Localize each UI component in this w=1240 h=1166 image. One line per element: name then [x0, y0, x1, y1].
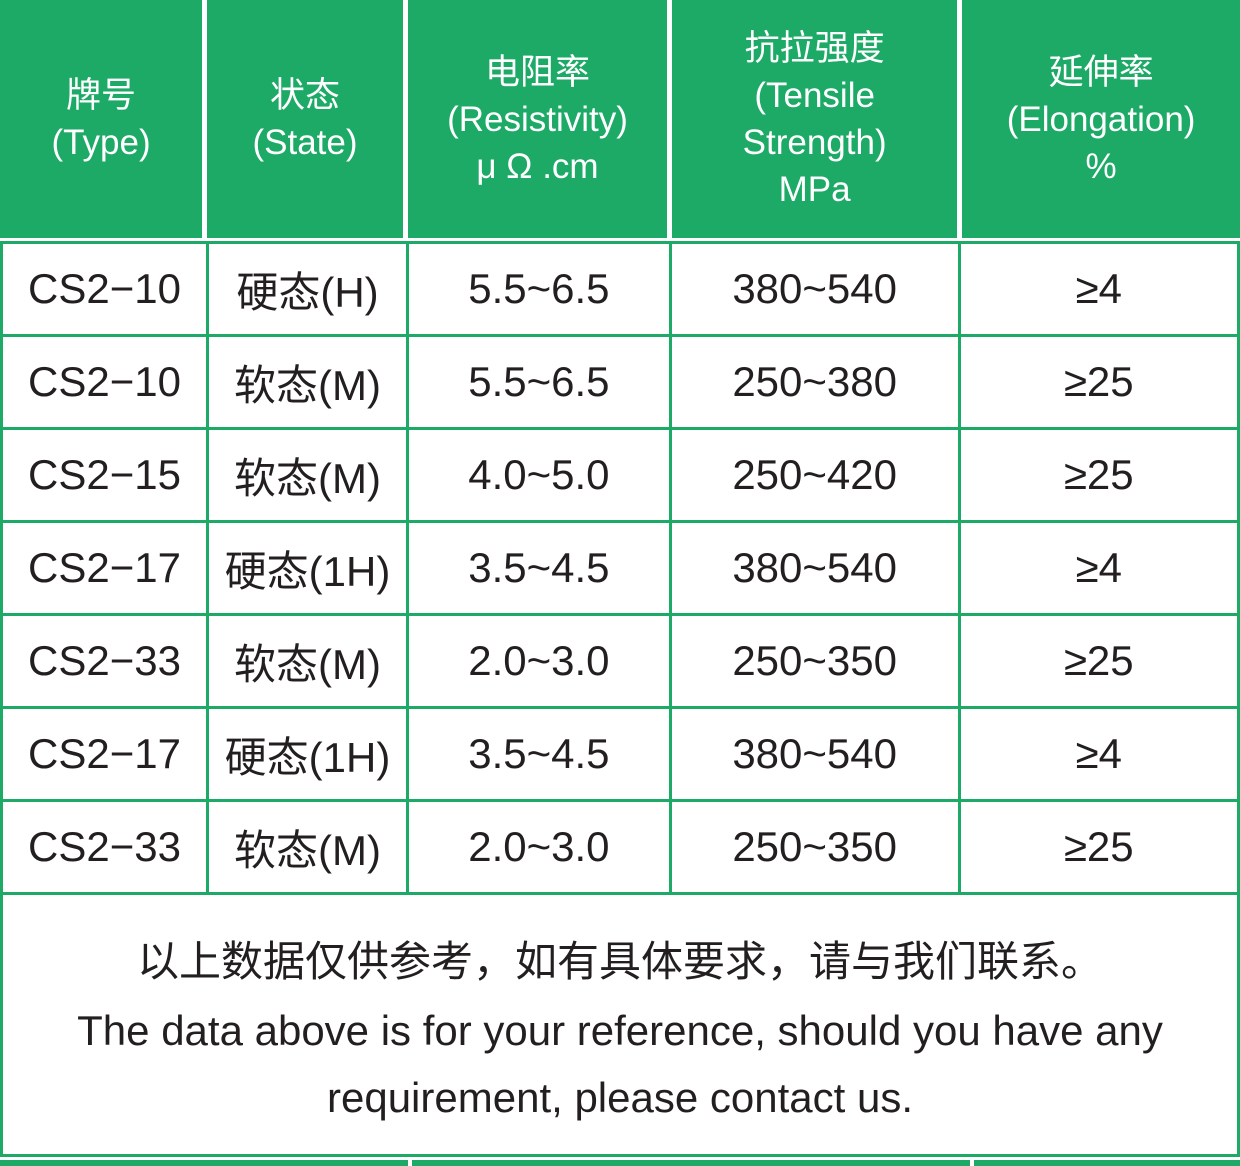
cell-resistivity: 2.0~3.0	[408, 616, 672, 709]
cell-resistivity: 3.5~4.5	[408, 523, 672, 616]
strip-gap	[408, 1160, 412, 1166]
strip-gap	[970, 1160, 974, 1166]
header-line: (Type)	[51, 123, 151, 162]
header-line: (Resistivity)	[447, 99, 628, 139]
next-table-header-strip	[0, 1160, 1240, 1166]
cell-tensile-strength: 250~380	[671, 337, 961, 430]
header-line: (Tensile	[754, 76, 875, 115]
cell-elongation: ≥25	[960, 802, 1237, 895]
header-cell-state: 状态 (State)	[207, 0, 408, 238]
cell-tensile-strength: 250~420	[671, 430, 961, 523]
cell-state: 硬态(1H)	[209, 709, 409, 802]
header-cell-elongation: 延伸率 (Elongation) %	[962, 0, 1240, 238]
cell-resistivity: 3.5~4.5	[408, 709, 672, 802]
table-header-row: 牌号 (Type) 状态 (State) 电阻率 (Resistivity) μ…	[0, 0, 1240, 238]
cell-state: 软态(M)	[209, 337, 409, 430]
table-row: CS2−33 软态(M) 2.0~3.0 250~350 ≥25	[3, 616, 1237, 709]
strip-segment	[974, 1160, 1240, 1166]
cell-elongation: ≥4	[960, 244, 1237, 337]
cell-tensile-strength: 380~540	[671, 709, 961, 802]
header-line: MPa	[778, 170, 851, 209]
header-line: 电阻率	[485, 52, 591, 92]
cell-tensile-strength: 380~540	[671, 523, 961, 616]
footnote-english-line-2: requirement, please contact us.	[327, 1073, 913, 1121]
cell-type: CS2−33	[3, 802, 210, 895]
header-line: μ Ω .cm	[476, 146, 599, 186]
strip-segment	[412, 1160, 970, 1166]
header-cell-type: 牌号 (Type)	[0, 0, 208, 238]
cell-resistivity: 5.5~6.5	[408, 337, 672, 430]
header-line: %	[1085, 146, 1117, 186]
table-row: CS2−10 硬态(H) 5.5~6.5 380~540 ≥4	[3, 244, 1237, 337]
header-cell-tensile-strength: 抗拉强度 (Tensile Strength) MPa	[672, 0, 963, 238]
header-line: 牌号	[66, 76, 137, 115]
cell-type: CS2−33	[3, 616, 210, 709]
footnote-cell: 以上数据仅供参考，如有具体要求，请与我们联系。 The data above i…	[3, 895, 1237, 1154]
cell-type: CS2−10	[3, 337, 210, 430]
cell-type: CS2−15	[3, 430, 210, 523]
cell-elongation: ≥4	[960, 523, 1237, 616]
cell-elongation: ≥25	[960, 430, 1237, 523]
cell-state: 软态(M)	[209, 802, 409, 895]
cell-state: 软态(M)	[209, 430, 409, 523]
footnote-english-line-1: The data above is for your reference, sh…	[77, 1007, 1163, 1054]
cell-resistivity: 5.5~6.5	[408, 244, 672, 337]
header-line: (State)	[252, 123, 358, 162]
footnote-chinese: 以上数据仅供参考，如有具体要求，请与我们联系。	[136, 937, 1103, 985]
cell-tensile-strength: 250~350	[671, 616, 961, 709]
table-row: CS2−33 软态(M) 2.0~3.0 250~350 ≥25	[3, 802, 1237, 895]
table-row: CS2−15 软态(M) 4.0~5.0 250~420 ≥25	[3, 430, 1237, 523]
cell-elongation: ≥25	[960, 337, 1237, 430]
cell-state: 硬态(1H)	[209, 523, 409, 616]
header-line: 状态	[270, 76, 341, 115]
cell-elongation: ≥4	[960, 709, 1237, 802]
header-line: (Elongation)	[1006, 99, 1196, 139]
table-row: CS2−17 硬态(1H) 3.5~4.5 380~540 ≥4	[3, 523, 1237, 616]
cell-type: CS2−10	[3, 244, 210, 337]
cell-tensile-strength: 380~540	[671, 244, 961, 337]
cell-type: CS2−17	[3, 709, 210, 802]
table-row: CS2−17 硬态(1H) 3.5~4.5 380~540 ≥4	[3, 709, 1237, 802]
cell-type: CS2−17	[3, 523, 210, 616]
table-body: CS2−10 硬态(H) 5.5~6.5 380~540 ≥4 CS2−10 软…	[0, 241, 1240, 1157]
cell-tensile-strength: 250~350	[671, 802, 961, 895]
cell-state: 软态(M)	[209, 616, 409, 709]
header-line: 抗拉强度	[744, 29, 885, 68]
header-line: 延伸率	[1048, 52, 1154, 92]
table-row: CS2−10 软态(M) 5.5~6.5 250~380 ≥25	[3, 337, 1237, 430]
cell-state: 硬态(H)	[209, 244, 409, 337]
strip-segment	[0, 1160, 408, 1166]
cell-resistivity: 2.0~3.0	[408, 802, 672, 895]
cell-elongation: ≥25	[960, 616, 1237, 709]
header-cell-resistivity: 电阻率 (Resistivity) μ Ω .cm	[407, 0, 673, 238]
header-line: Strength)	[742, 123, 887, 162]
cell-resistivity: 4.0~5.0	[408, 430, 672, 523]
